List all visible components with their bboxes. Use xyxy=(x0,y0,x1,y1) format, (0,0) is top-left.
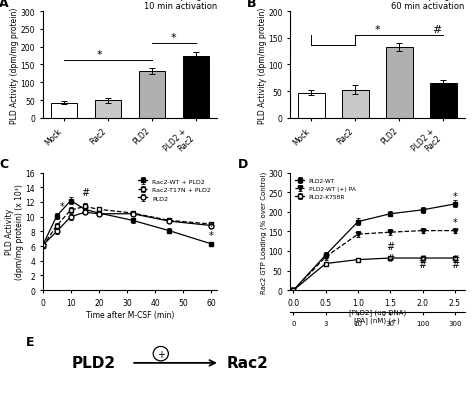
Text: D: D xyxy=(238,157,248,170)
Text: *: * xyxy=(209,231,214,241)
Text: #: # xyxy=(432,24,441,34)
Text: *: * xyxy=(374,24,380,34)
Bar xyxy=(51,103,77,119)
Text: #: # xyxy=(419,254,427,264)
Bar xyxy=(386,48,412,119)
Text: *: * xyxy=(96,50,102,60)
Y-axis label: PLD Activity (dpm/mg protein): PLD Activity (dpm/mg protein) xyxy=(10,7,19,124)
Legend: PLD2-WT, PLD2-WT (+) PA, PLD2-K758R: PLD2-WT, PLD2-WT (+) PA, PLD2-K758R xyxy=(293,176,358,202)
Bar xyxy=(298,93,325,119)
Text: PLD2: PLD2 xyxy=(71,356,115,371)
Legend: Rac2-WT + PLD2, Rac2-T17N + PLD2, PLD2: Rac2-WT + PLD2, Rac2-T17N + PLD2, PLD2 xyxy=(136,176,214,204)
Text: *: * xyxy=(60,201,65,211)
Text: #: # xyxy=(81,187,89,197)
Bar xyxy=(342,90,369,119)
Text: E: E xyxy=(26,335,34,348)
Text: A: A xyxy=(0,0,9,10)
Bar xyxy=(430,84,456,119)
Y-axis label: PLD Activity (dpm/mg protein): PLD Activity (dpm/mg protein) xyxy=(258,7,267,124)
X-axis label: Time after M-CSF (min): Time after M-CSF (min) xyxy=(86,310,174,319)
Text: Macrophages -
10 min activation: Macrophages - 10 min activation xyxy=(144,0,217,11)
Bar xyxy=(182,57,209,119)
Text: #: # xyxy=(386,241,394,251)
Bar xyxy=(138,72,165,119)
Text: Rac2: Rac2 xyxy=(226,356,268,371)
Text: Macrophages -
60 min activation: Macrophages - 60 min activation xyxy=(391,0,465,11)
Text: B: B xyxy=(246,0,256,10)
Y-axis label: PLD Activity
(dpm/mg protein) (x 10³): PLD Activity (dpm/mg protein) (x 10³) xyxy=(5,184,24,279)
Text: C: C xyxy=(0,157,8,170)
Text: *: * xyxy=(209,222,214,232)
Text: *: * xyxy=(453,217,457,227)
Text: *: * xyxy=(171,33,177,43)
Text: #: # xyxy=(451,254,459,264)
Text: #: # xyxy=(386,253,394,263)
Text: +: + xyxy=(157,349,165,359)
X-axis label: [PLD2] (ug DNA): [PLD2] (ug DNA) xyxy=(349,308,406,315)
Y-axis label: Rac2 GTP Loading (% over Control): Rac2 GTP Loading (% over Control) xyxy=(260,171,266,293)
Text: #: # xyxy=(451,259,459,269)
Text: [PA] (nM) (+): [PA] (nM) (+) xyxy=(355,316,400,323)
Text: #: # xyxy=(419,259,427,269)
Text: *: * xyxy=(453,191,457,201)
Bar xyxy=(95,101,121,119)
